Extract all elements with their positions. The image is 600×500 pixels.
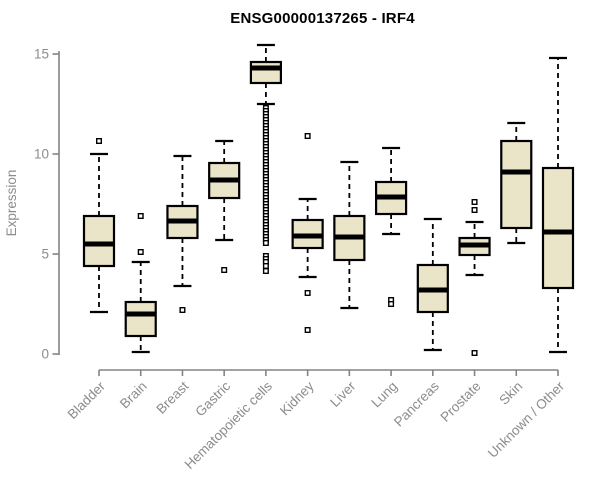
outlier-point	[95, 137, 102, 144]
y-tick-label: 0	[41, 347, 49, 362]
outlier-point	[304, 132, 311, 139]
x-tick-label: Prostate	[438, 379, 484, 425]
outlier-point	[262, 263, 269, 270]
box-brain	[124, 300, 157, 338]
outlier-point	[262, 239, 269, 246]
outlier-point	[471, 198, 478, 205]
box-unknown-other	[541, 166, 575, 290]
box-bladder	[82, 214, 116, 268]
outlier-point	[471, 350, 478, 357]
x-tick-label: Liver	[327, 378, 359, 410]
x-tick-label: Gastric	[192, 378, 233, 419]
y-axis-title: Expression	[4, 170, 19, 237]
x-tick-label: Unknown / Other	[485, 378, 568, 461]
outlier-point	[471, 206, 478, 213]
x-tick-label: Pancreas	[391, 378, 442, 429]
y-tick-label: 15	[34, 47, 49, 62]
x-tick-label: Breast	[153, 378, 191, 416]
outlier-point	[137, 212, 144, 219]
x-tick-label: Bladder	[65, 378, 109, 422]
chart-title: ENSG00000137265 - IRF4	[230, 10, 415, 27]
y-tick-label: 10	[34, 147, 49, 162]
outlier-point	[388, 301, 395, 308]
y-tick-label: 5	[41, 247, 49, 262]
x-tick-label: Skin	[496, 379, 525, 408]
x-tick-label: Lung	[368, 379, 400, 411]
box-hematopoietic-cells	[249, 60, 283, 85]
box-skin	[500, 139, 533, 230]
outlier-point	[304, 327, 311, 334]
outlier-point	[262, 268, 269, 275]
outlier-point	[179, 307, 186, 314]
x-tick-label: Brain	[117, 379, 150, 412]
outlier-point	[304, 290, 311, 297]
outlier-point	[221, 267, 228, 274]
x-tick-label: Kidney	[277, 378, 317, 418]
outlier-point	[137, 248, 144, 255]
